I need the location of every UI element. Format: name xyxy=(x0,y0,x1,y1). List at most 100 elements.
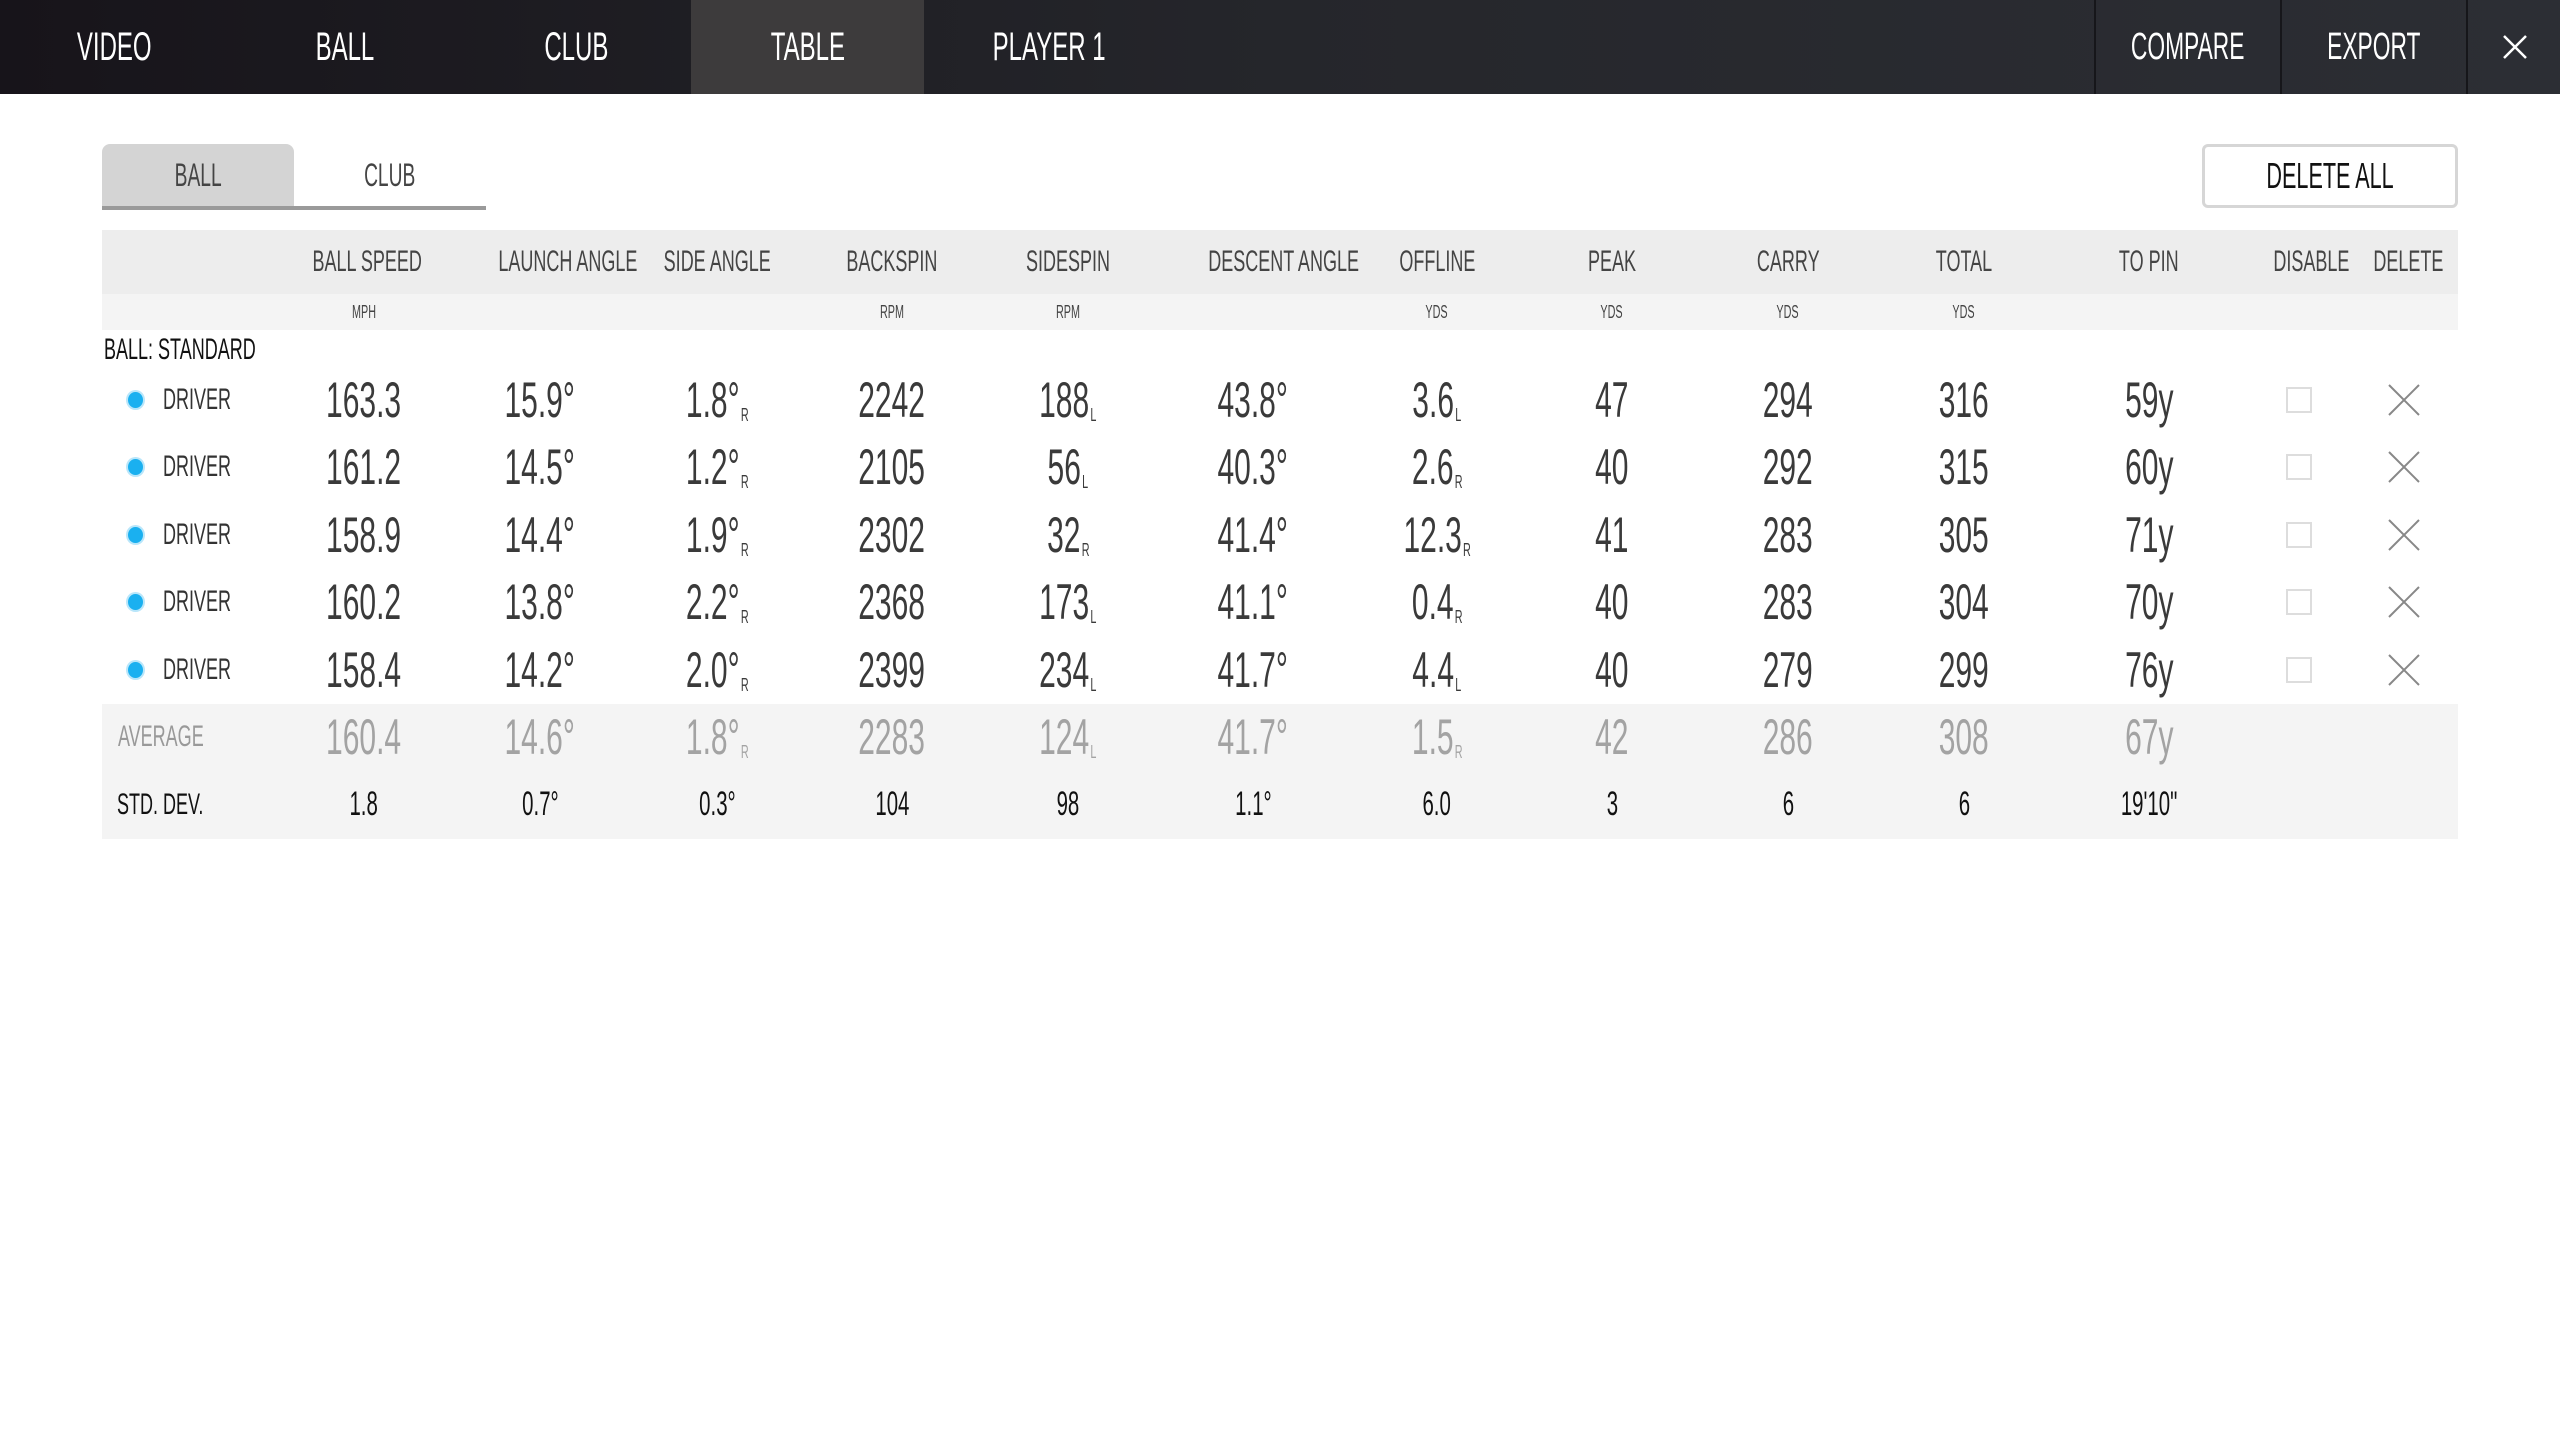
column-header: SIDESPIN xyxy=(978,245,1158,279)
table-cell: 67y xyxy=(2050,708,2248,766)
export-label: EXPORT xyxy=(2327,25,2421,68)
delete-button[interactable] xyxy=(2350,506,2458,564)
cell-value-wrap: 14.5° xyxy=(505,438,575,496)
column-header: DISABLE xyxy=(2248,245,2350,279)
table-cell: 76y xyxy=(2050,641,2248,699)
direction-indicator: L xyxy=(1455,674,1462,695)
disable-checkbox[interactable] xyxy=(2286,656,2312,683)
cell-value-wrap: 41.1° xyxy=(1218,573,1288,631)
column-header-label: TO PIN xyxy=(2119,245,2179,278)
nav-tab-club[interactable]: CLUB xyxy=(462,0,691,94)
table-row: DRIVER 163.3 15.9° 1.8°R 2242 188L 43.8° 3.6L 47… xyxy=(102,366,2458,434)
column-header-label: DISABLE xyxy=(2273,245,2350,278)
cell-value: 1.8 xyxy=(349,785,379,824)
nav-tab-table[interactable]: TABLE xyxy=(691,0,924,94)
delete-button[interactable] xyxy=(2350,573,2458,631)
column-header: BALL SPEED xyxy=(276,245,452,279)
cell-value-wrap: 40.3° xyxy=(1218,438,1288,496)
shot-label: DRIVER xyxy=(102,585,276,619)
cell-value: 2302 xyxy=(858,506,926,563)
delete-button[interactable] xyxy=(2350,438,2458,496)
column-unit: RPM xyxy=(978,302,1158,323)
table-cell: 292 xyxy=(1698,438,1878,496)
delete-all-button[interactable]: DELETE ALL xyxy=(2202,144,2458,208)
close-button[interactable] xyxy=(2466,0,2560,94)
column-unit xyxy=(2350,302,2458,323)
cell-value: 13.8° xyxy=(504,574,576,631)
table-units-row: MPH RPM RPM YDS YDS YDS YDS xyxy=(102,294,2458,330)
table-cell: 305 xyxy=(1878,506,2050,564)
cell-value: 315 xyxy=(1938,439,1990,496)
cell-value-wrap: 158.4 xyxy=(326,641,401,699)
table-cell: 308 xyxy=(1878,708,2050,766)
table-cell: 19'10" xyxy=(2050,785,2248,824)
group-label-text: BALL: STANDARD xyxy=(104,333,256,366)
table-cell: 4.4L xyxy=(1348,641,1526,699)
delete-x-icon xyxy=(2388,519,2420,551)
cell-value: 19'10" xyxy=(2120,785,2178,824)
table-cell: 14.6° xyxy=(452,708,628,766)
cell-value: 283 xyxy=(1762,506,1814,563)
subtab-ball[interactable]: BALL xyxy=(102,144,294,206)
cell-value-wrap: 160.2 xyxy=(326,573,401,631)
delete-button[interactable] xyxy=(2350,641,2458,699)
subtab-club[interactable]: CLUB xyxy=(294,144,486,206)
direction-indicator: R xyxy=(1454,607,1463,628)
disable-checkbox[interactable] xyxy=(2286,589,2312,616)
compare-button[interactable]: COMPARE xyxy=(2094,0,2280,94)
shot-dot-icon xyxy=(128,459,143,476)
cell-value-wrap: 2368 xyxy=(859,573,926,631)
cell-value: 188 xyxy=(1039,371,1090,428)
delete-cell xyxy=(2350,641,2458,699)
cell-value-wrap: 71y xyxy=(2125,506,2173,564)
direction-indicator: L xyxy=(1090,607,1097,628)
cell-value: 6 xyxy=(1782,785,1794,824)
cell-value: 283 xyxy=(1762,574,1814,631)
disable-checkbox[interactable] xyxy=(2286,521,2312,548)
cell-value-wrap: 294 xyxy=(1763,371,1813,429)
table-cell: 283 xyxy=(1698,573,1878,631)
club-name: DRIVER xyxy=(162,585,231,619)
direction-indicator: R xyxy=(740,404,749,425)
cell-value-wrap: 160.4 xyxy=(326,708,401,766)
column-header-label: SIDE ANGLE xyxy=(663,245,771,278)
nav-tab-ball[interactable]: BALL xyxy=(228,0,462,94)
column-unit: YDS xyxy=(1348,302,1526,323)
club-name: DRIVER xyxy=(162,450,231,484)
cell-value: 14.4° xyxy=(504,506,576,563)
table-cell: 2368 xyxy=(806,573,978,631)
table-cell: 12.3R xyxy=(1348,506,1526,564)
nav-tab-player-1[interactable]: PLAYER 1 xyxy=(924,0,1174,94)
table-cell: 43.8° xyxy=(1158,371,1348,429)
export-button[interactable]: EXPORT xyxy=(2280,0,2466,94)
table-cell: 0.7° xyxy=(452,785,628,824)
cell-value-wrap: 0.3° xyxy=(699,785,736,824)
table-cell: 2105 xyxy=(806,438,978,496)
table-cell: 304 xyxy=(1878,573,2050,631)
cell-value-wrap: 283 xyxy=(1763,573,1813,631)
disable-checkbox[interactable] xyxy=(2286,454,2312,481)
nav-tab-video[interactable]: VIDEO xyxy=(0,0,228,94)
cell-value-wrap: 1.9°R xyxy=(686,506,749,564)
cell-value: 56 xyxy=(1047,439,1082,496)
cell-value-wrap: 234L xyxy=(1039,641,1096,699)
cell-value: 173 xyxy=(1039,574,1090,631)
cell-value-wrap: 3 xyxy=(1606,785,1617,824)
table-cell: 1.8°R xyxy=(628,371,806,429)
cell-value-wrap: 299 xyxy=(1939,641,1989,699)
cell-value: 104 xyxy=(874,785,910,824)
table-cell: 315 xyxy=(1878,438,2050,496)
disable-checkbox[interactable] xyxy=(2286,386,2312,413)
close-icon xyxy=(2503,35,2527,59)
disable-cell xyxy=(2248,454,2350,481)
cell-value-wrap: 0.7° xyxy=(522,785,559,824)
delete-button[interactable] xyxy=(2350,371,2458,429)
table-cell: 14.4° xyxy=(452,506,628,564)
delete-cell xyxy=(2350,438,2458,496)
cell-value: 2399 xyxy=(858,641,926,698)
club-name: DRIVER xyxy=(162,382,231,416)
direction-indicator: R xyxy=(740,674,749,695)
table-cell: 40 xyxy=(1526,438,1698,496)
table-cell: 1.8 xyxy=(276,785,452,824)
cell-value-wrap: 124L xyxy=(1039,708,1096,766)
